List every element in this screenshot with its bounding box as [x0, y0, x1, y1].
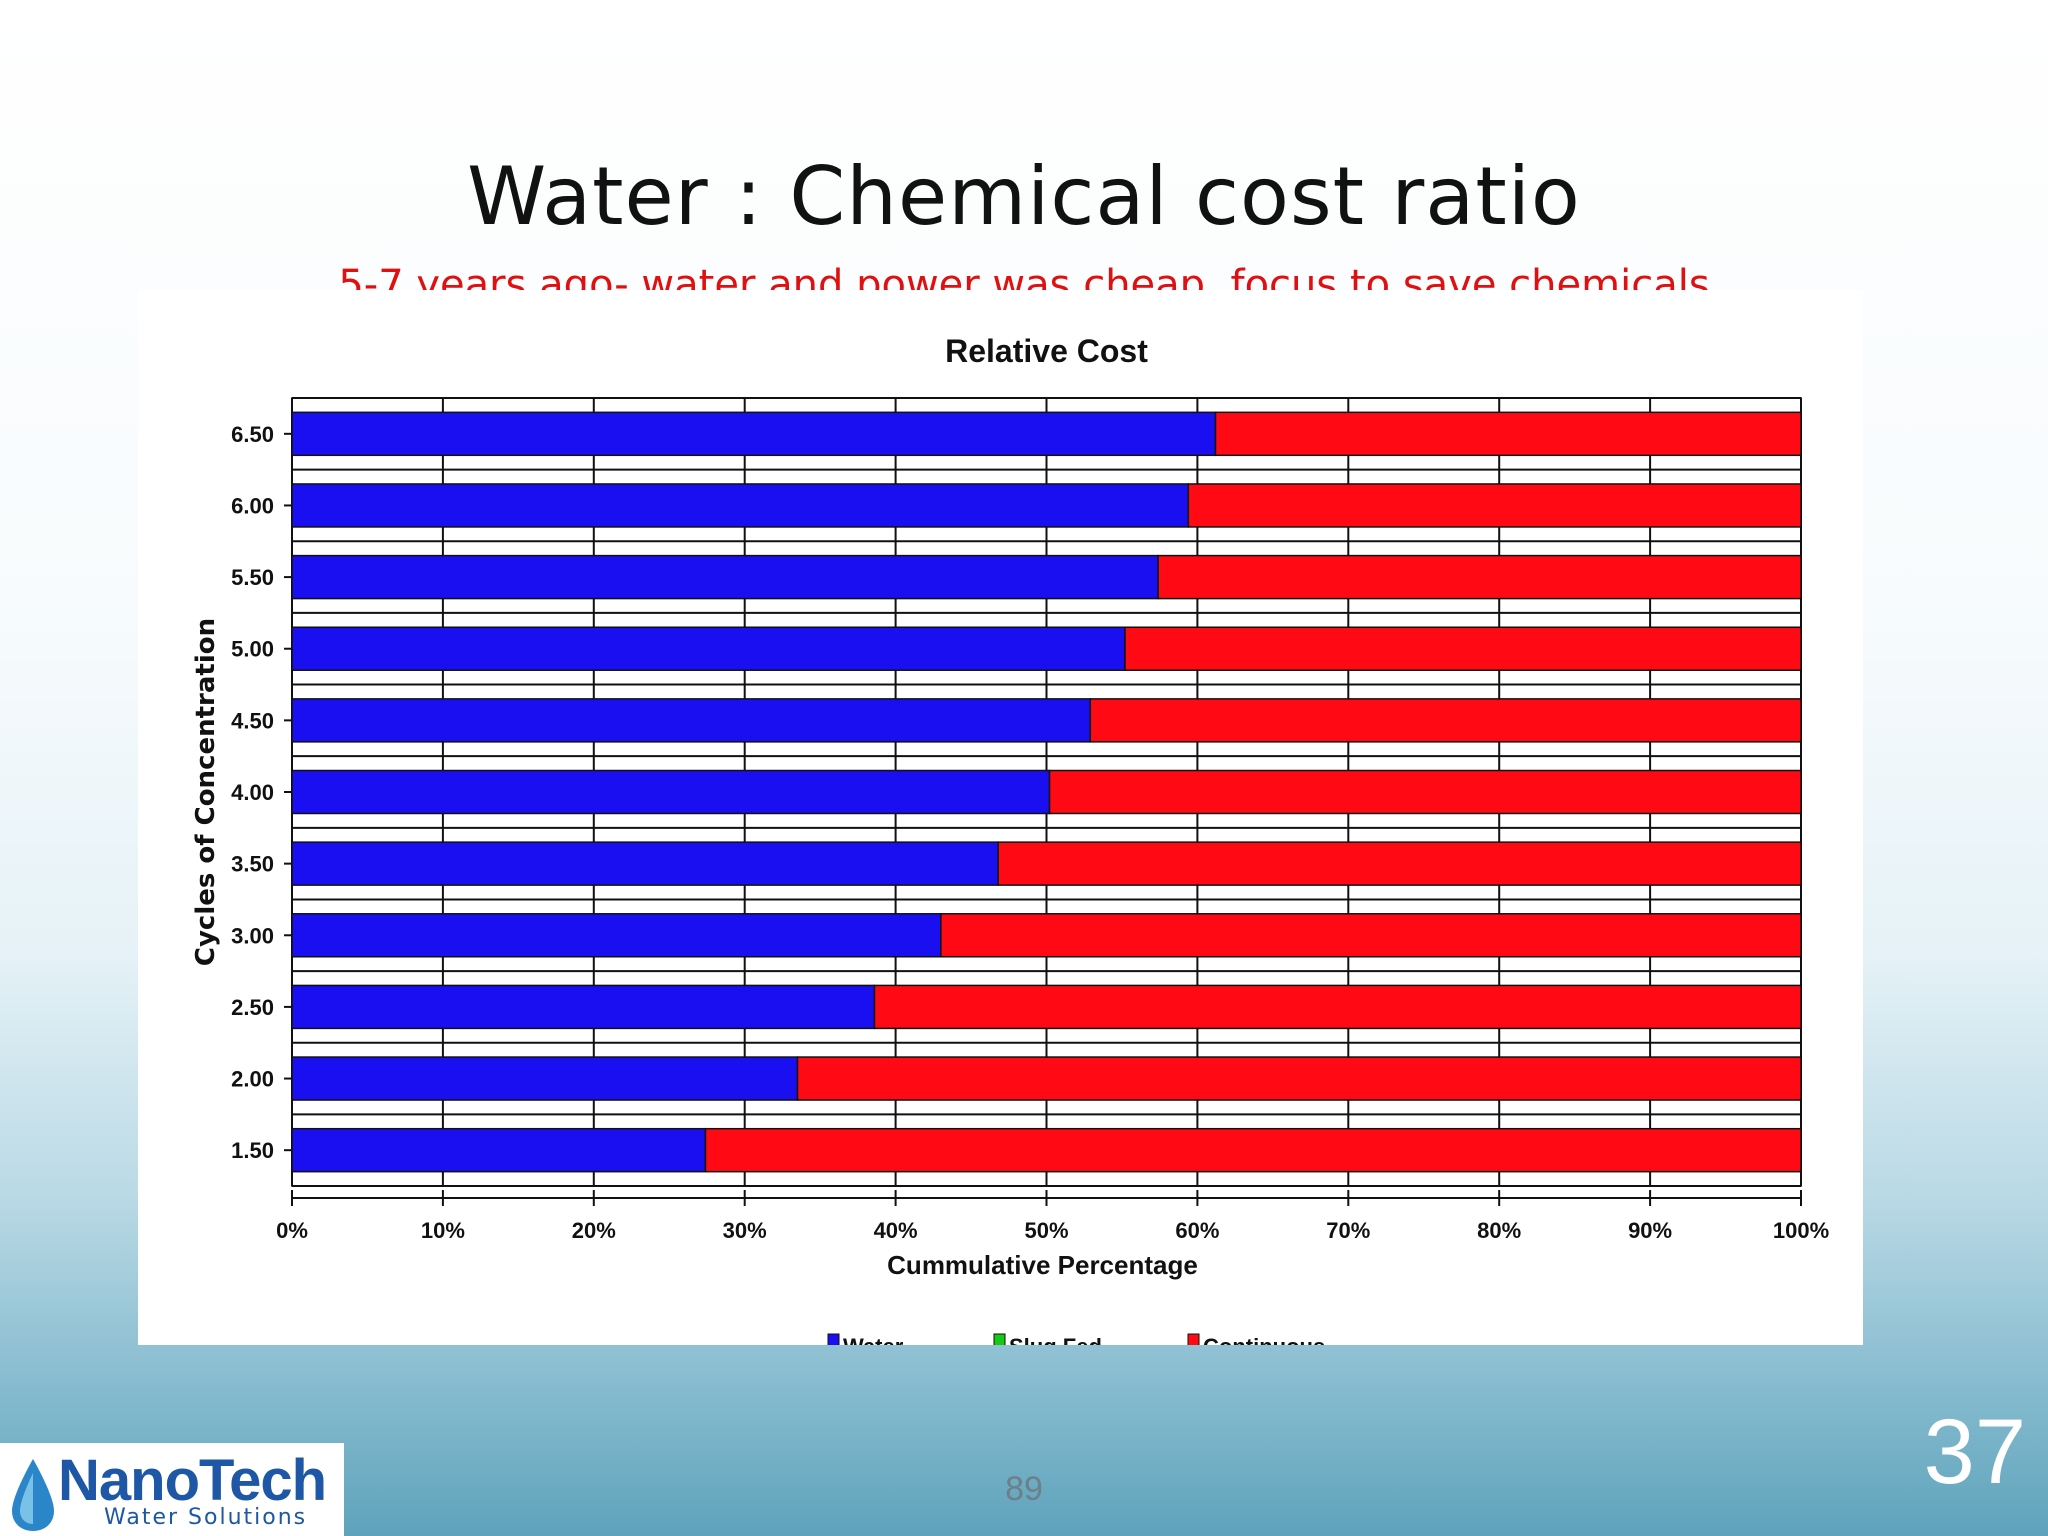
x-tick-label: 50% — [1024, 1218, 1068, 1243]
x-tick-label: 0% — [276, 1218, 308, 1243]
bar-water — [291, 411, 1217, 457]
legend-swatch-continuous — [1187, 1333, 1200, 1345]
bar-continuous — [997, 841, 1802, 886]
y-axis-label: Cycles of Concentration — [191, 618, 221, 966]
chart-title: Relative Cost — [945, 333, 1148, 369]
bar-water — [291, 841, 999, 886]
legend-swatch-slug-fed — [993, 1333, 1006, 1345]
bar-continuous — [1157, 554, 1802, 600]
bar-continuous — [1089, 698, 1802, 743]
bar-water — [291, 1056, 799, 1101]
logo-wordmark: NanoTech — [58, 1448, 327, 1513]
water-drop-icon — [12, 1459, 54, 1531]
relative-cost-chart: 6.50 6.00 5.50 5.00 4.50 4.00 3.50 3.00 2.50 2.00… — [191, 333, 1829, 1345]
bar-continuous — [796, 1056, 1802, 1101]
bar-water — [291, 483, 1190, 528]
legend-swatch-water — [827, 1333, 840, 1345]
y-tick-label: 3.00 — [231, 923, 274, 948]
page-number: 89 — [1005, 1470, 1043, 1508]
y-tick-label: 3.50 — [231, 852, 274, 877]
bar-continuous — [704, 1127, 1802, 1173]
y-tick-label: 4.50 — [231, 708, 274, 733]
x-tick-label: 60% — [1175, 1218, 1219, 1243]
slide-number: 37 — [1923, 1401, 2026, 1503]
y-tick-label: 4.00 — [231, 780, 274, 805]
x-tick-label: 20% — [572, 1218, 616, 1243]
chart-panel: 6.50 6.00 5.50 5.00 4.50 4.00 3.50 3.00 2.50 2.00… — [138, 290, 1863, 1345]
x-tick-label: 90% — [1628, 1218, 1672, 1243]
bar-water — [291, 984, 876, 1030]
x-axis-label: Cummulative Percentage — [887, 1250, 1198, 1280]
bar-water — [291, 913, 942, 958]
bar-continuous — [873, 984, 1802, 1030]
bar-continuous — [940, 913, 1802, 958]
y-tick-label: 5.00 — [231, 637, 274, 662]
y-tick-label: 6.00 — [231, 493, 274, 518]
legend-label-continuous: Continuous — [1203, 1334, 1325, 1345]
bar-water — [291, 626, 1126, 671]
company-logo: NanoTech Water Solutions — [0, 1443, 344, 1536]
x-tick-label: 100% — [1773, 1218, 1829, 1243]
legend-label-water: Water — [843, 1334, 904, 1345]
y-tick-label: 6.50 — [231, 422, 274, 447]
bar-water — [291, 698, 1092, 743]
x-tick-label: 80% — [1477, 1218, 1521, 1243]
bar-water — [291, 1127, 707, 1173]
y-tick-label: 2.50 — [231, 995, 274, 1020]
bar-continuous — [1214, 411, 1802, 457]
bar-water — [291, 554, 1159, 600]
x-tick-label: 40% — [874, 1218, 918, 1243]
slide-title: Water : Chemical cost ratio — [467, 150, 1581, 243]
bar-continuous — [1124, 626, 1802, 671]
bar-water — [291, 769, 1051, 815]
x-tick-label: 70% — [1326, 1218, 1370, 1243]
y-tick-label: 5.50 — [231, 565, 274, 590]
y-tick-label: 1.50 — [231, 1138, 274, 1163]
legend-label-slug-fed: Slug Fed — [1009, 1334, 1102, 1345]
bar-continuous — [1187, 483, 1802, 528]
bar-continuous — [1048, 769, 1802, 815]
y-tick-label: 2.00 — [231, 1067, 274, 1092]
x-tick-label: 10% — [421, 1218, 465, 1243]
x-tick-label: 30% — [723, 1218, 767, 1243]
logo-tagline: Water Solutions — [104, 1505, 308, 1530]
